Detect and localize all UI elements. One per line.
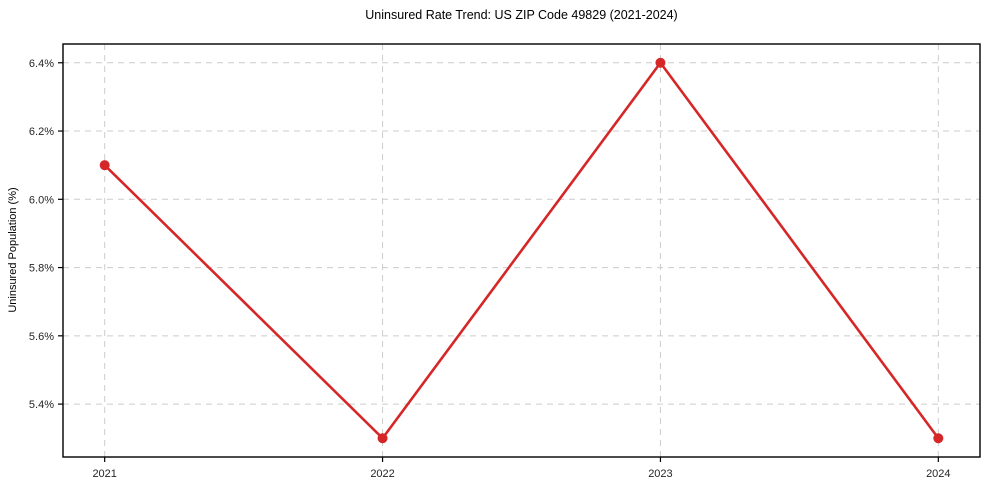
y-tick-label: 5.4% <box>29 399 54 411</box>
data-point <box>655 57 666 68</box>
y-tick-label: 5.6% <box>29 331 54 343</box>
y-tick-label: 6.4% <box>29 58 54 70</box>
chart-title: Uninsured Rate Trend: US ZIP Code 49829 … <box>365 8 678 22</box>
x-tick-label: 2024 <box>926 468 950 480</box>
data-point <box>933 433 944 444</box>
y-tick-label: 5.8% <box>29 263 54 275</box>
y-tick-label: 6.0% <box>29 194 54 206</box>
x-tick-label: 2022 <box>370 468 394 480</box>
plot-border <box>62 43 981 458</box>
x-tick-label: 2023 <box>648 468 672 480</box>
y-tick-label: 6.2% <box>29 126 54 138</box>
x-tick-label: 2021 <box>92 468 116 480</box>
trend-line <box>103 61 940 440</box>
data-point <box>99 160 110 171</box>
data-point <box>377 433 388 444</box>
